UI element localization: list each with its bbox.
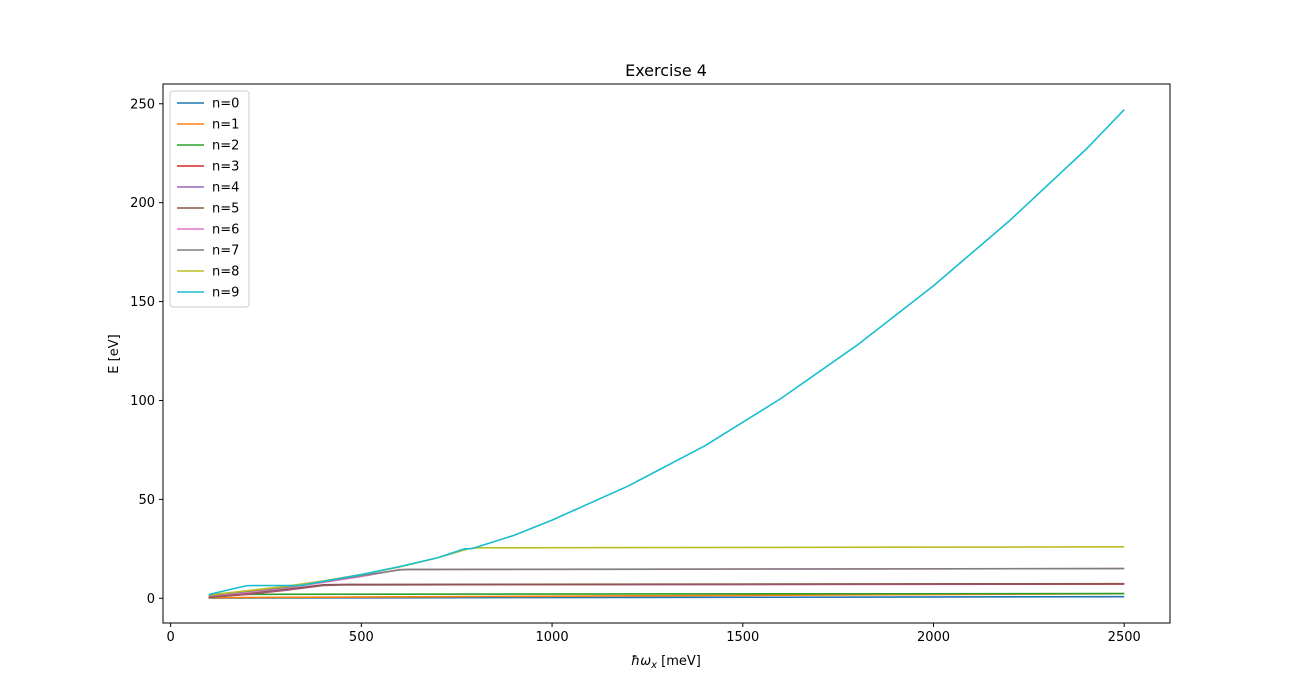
y-tick-label: 250 [130,97,155,112]
x-axis-label-unit: [meV] [657,654,701,669]
y-tick-label: 0 [147,592,155,607]
legend-label-n=0: n=0 [212,97,239,112]
x-axis: 0 500 1000 1500 2000 2500 [166,623,1141,645]
chart-title: Exercise 4 [625,61,707,80]
y-tick-label: 150 [130,295,155,310]
legend-label-n=1: n=1 [212,118,239,133]
x-tick-label: 1500 [726,630,759,645]
legend-label-n=9: n=9 [212,286,239,301]
legend-label-n=7: n=7 [212,244,239,259]
x-axis-label: ħωx [meV] [631,654,701,671]
y-tick-label: 50 [138,493,155,508]
x-axis-label-sub: x [650,660,657,671]
legend-label-n=2: n=2 [212,139,239,154]
x-tick-label: 1000 [536,630,569,645]
y-axis-label: E [eV] [107,334,122,373]
series-line-n=0 [208,595,1125,599]
legend-label-n=8: n=8 [212,265,239,280]
plot-frame [162,83,1171,624]
y-tick-label: 100 [130,394,155,409]
x-tick-label: 2000 [917,630,950,645]
y-tick-label: 200 [130,196,155,211]
series-line-n=9 [208,109,1125,596]
legend-label-n=5: n=5 [212,202,239,217]
legend-label-n=4: n=4 [212,181,239,196]
legend-label-n=6: n=6 [212,223,239,238]
legend: n=0 n=1 n=2 n=3 n=4 n=5 n=6 n=7 n=8 n=9 [169,90,250,308]
x-tick-label: 500 [349,630,374,645]
legend-label-n=3: n=3 [212,160,239,175]
x-tick-label: 0 [166,630,174,645]
y-axis: 0 50 100 150 200 250 [130,97,163,607]
plot-lines [208,109,1125,599]
x-tick-label: 2500 [1108,630,1141,645]
x-axis-label-main: ħω [631,654,651,669]
